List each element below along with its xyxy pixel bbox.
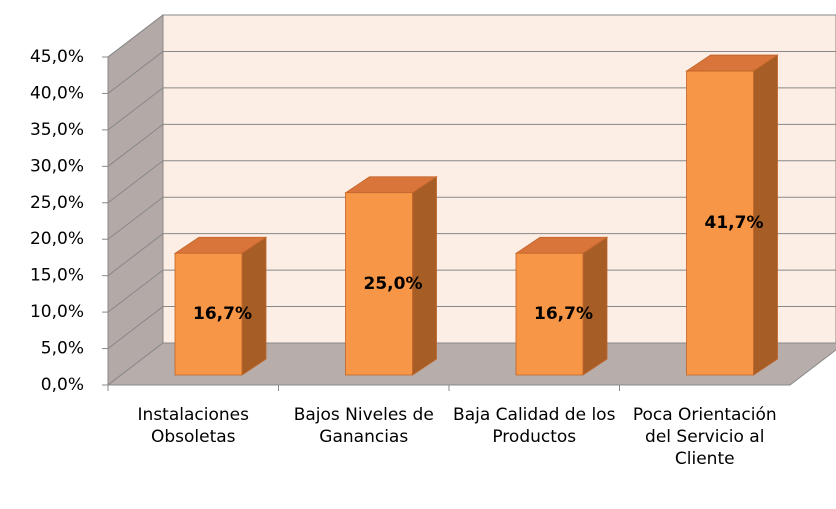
y-tick-label: 15,0% [30, 266, 84, 286]
bar-face [515, 252, 584, 376]
grid-line [107, 51, 164, 94]
x-tick-label: Baja Calidad de los Productos [453, 405, 616, 447]
x-tick-label: Instalaciones Obsoletas [137, 405, 249, 447]
y-tick-label: 20,0% [30, 229, 84, 249]
y-tick-label: 10,0% [30, 302, 84, 322]
bar-face [174, 252, 243, 376]
floor [106, 342, 836, 386]
x-tick-label: Bajos Niveles de Ganancias [293, 405, 434, 447]
grid-line [107, 87, 164, 131]
y-tick-label: 45,0% [30, 47, 84, 67]
bar [173, 236, 268, 376]
y-tick-label: 30,0% [30, 156, 84, 176]
grid-line [107, 123, 164, 167]
y-tick-label: 5,0% [41, 339, 84, 359]
value-label: 41,7% [705, 213, 764, 233]
grid-line [107, 196, 164, 240]
grid-line [107, 14, 164, 58]
bar [344, 176, 438, 376]
y-tick-label: 40,0% [30, 83, 84, 103]
bar [514, 236, 609, 376]
value-label: 25,0% [364, 274, 423, 294]
bar-face [345, 192, 413, 376]
grid-line [107, 233, 164, 277]
value-label: 16,7% [193, 304, 252, 324]
grid-line [107, 306, 164, 349]
grid-line [107, 160, 164, 204]
y-tick-label: 35,0% [30, 120, 84, 140]
x-tick-label: Poca Orientación del Servicio al Cliente [632, 405, 777, 469]
bar [685, 54, 779, 376]
value-label: 16,7% [534, 304, 593, 324]
y-tick-label: 0,0% [41, 375, 84, 395]
grid-line [107, 269, 164, 313]
side-wall [107, 13, 164, 387]
bar-face [686, 70, 754, 376]
y-tick-label: 25,0% [30, 193, 84, 213]
